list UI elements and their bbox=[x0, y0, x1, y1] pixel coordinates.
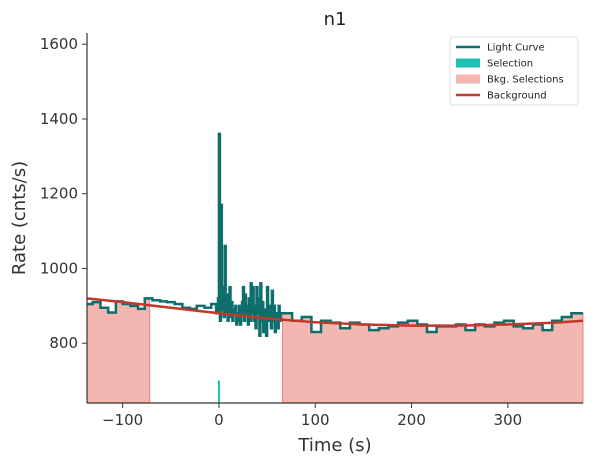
x-tick-label: 200 bbox=[397, 411, 426, 429]
legend-frame bbox=[449, 36, 579, 106]
legend-label: Background bbox=[487, 91, 547, 102]
background-fit-layer bbox=[86, 297, 584, 327]
y-tick-label: 800 bbox=[49, 334, 78, 352]
legend: Light Curve Selection Bkg. Selections Backg… bbox=[449, 36, 579, 106]
x-axis-label: Time (s) bbox=[297, 435, 371, 456]
axes bbox=[86, 33, 583, 404]
y-tick-label: 1200 bbox=[40, 185, 78, 203]
legend-label: Selection bbox=[487, 59, 533, 70]
selection-layer bbox=[217, 380, 220, 403]
selection-region bbox=[217, 380, 220, 403]
legend-label: Light Curve bbox=[487, 43, 545, 54]
ticks: −100 0 100 200 300 800 1000 1200 1400 1600 bbox=[40, 35, 522, 429]
legend-swatch-patch bbox=[456, 58, 480, 68]
x-tick-label: 300 bbox=[494, 411, 523, 429]
y-tick-label: 1000 bbox=[40, 259, 78, 277]
y-tick-label: 1400 bbox=[40, 110, 78, 128]
bkg-selection-layer bbox=[86, 297, 584, 404]
background-line bbox=[86, 297, 584, 327]
bkg-selection-region-0 bbox=[86, 297, 151, 404]
x-tick-label: 100 bbox=[301, 411, 330, 429]
chart-title: n1 bbox=[324, 9, 347, 30]
y-tick-label: 1600 bbox=[40, 35, 78, 53]
x-tick-label: −100 bbox=[102, 411, 143, 429]
y-axis-label: Rate (cnts/s) bbox=[9, 161, 30, 275]
legend-swatch-patch bbox=[456, 74, 480, 84]
legend-label: Bkg. Selections bbox=[487, 75, 564, 86]
x-tick-label: 0 bbox=[214, 411, 224, 429]
